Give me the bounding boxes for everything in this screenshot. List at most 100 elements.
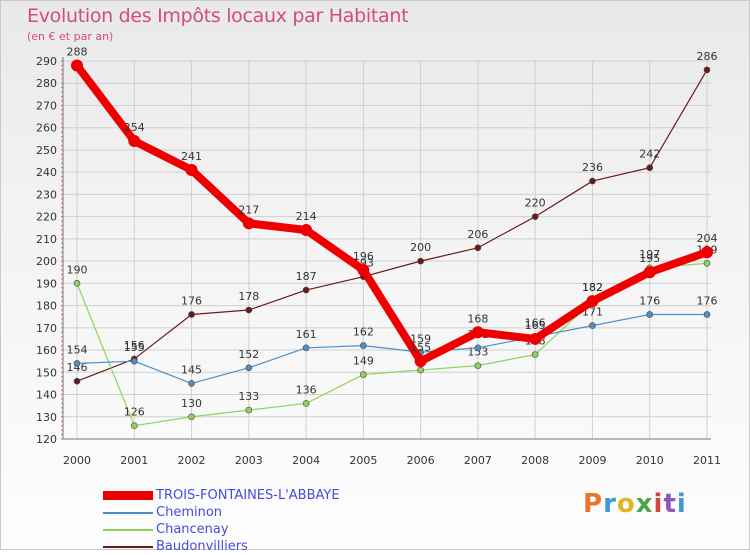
- data-point: [130, 357, 138, 365]
- data-point: [531, 351, 539, 358]
- data-point: [414, 355, 427, 368]
- x-tick-label: 2007: [464, 454, 492, 467]
- data-label: 254: [124, 121, 145, 134]
- y-tick-label: 180: [36, 300, 57, 313]
- data-label: 133: [238, 390, 259, 403]
- data-label: 182: [582, 281, 603, 294]
- data-point: [701, 246, 713, 259]
- data-point: [529, 332, 542, 345]
- legend-swatch: [103, 491, 153, 500]
- y-tick-label: 250: [36, 144, 57, 157]
- data-label: 190: [67, 263, 88, 276]
- proxiti-logo: Proxiti: [583, 489, 687, 519]
- data-label: 196: [353, 250, 374, 263]
- data-point: [646, 164, 654, 172]
- series-line: [76, 313, 708, 385]
- data-point: [357, 264, 370, 277]
- data-point: [360, 342, 367, 349]
- legend-swatch: [103, 512, 153, 514]
- legend-swatch: [103, 546, 153, 548]
- legend-label: Cheminon: [156, 505, 223, 520]
- data-label: 182: [582, 281, 603, 294]
- y-tick-label: 230: [36, 188, 57, 201]
- data-point: [646, 311, 654, 318]
- data-label: 214: [296, 210, 317, 223]
- y-tick-label: 120: [36, 433, 57, 446]
- data-point: [302, 286, 310, 294]
- data-point: [417, 257, 424, 265]
- data-point: [474, 362, 482, 369]
- x-tick-label: 2003: [235, 454, 263, 467]
- data-label: 286: [697, 50, 718, 63]
- data-point: [242, 217, 255, 230]
- data-label: 155: [410, 341, 431, 354]
- data-label: 165: [525, 319, 546, 332]
- data-label: 162: [353, 326, 374, 339]
- chart-title: Evolution des Impôts locaux par Habitant: [27, 5, 409, 27]
- data-label: 195: [639, 252, 660, 265]
- y-tick-label: 170: [36, 322, 57, 335]
- data-label: 200: [410, 241, 431, 254]
- data-label: 178: [238, 290, 259, 303]
- data-point: [128, 135, 141, 148]
- x-tick-label: 2006: [407, 454, 435, 467]
- data-label: 217: [238, 203, 259, 216]
- data-point: [71, 59, 83, 72]
- data-point: [188, 413, 195, 421]
- data-point: [643, 266, 656, 279]
- logo-letter: r: [603, 489, 617, 519]
- data-label: 176: [697, 294, 718, 307]
- y-tick-label: 210: [36, 233, 57, 246]
- data-label: 197: [639, 248, 660, 261]
- y-tick-label: 240: [36, 166, 57, 179]
- data-label: 176: [639, 294, 660, 307]
- x-tick-label: 2004: [292, 454, 320, 467]
- data-point: [245, 406, 253, 414]
- y-tick-label: 280: [36, 77, 57, 90]
- data-point: [586, 295, 599, 308]
- data-point: [302, 400, 310, 407]
- data-label: 187: [296, 270, 317, 283]
- data-point: [417, 366, 424, 374]
- data-point: [188, 311, 195, 318]
- data-label: 176: [181, 294, 202, 307]
- data-label: 220: [525, 197, 546, 210]
- data-point: [703, 311, 711, 318]
- legend-swatch: [103, 529, 153, 531]
- legend-label: TROIS-FONTAINES-L'ABBAYE: [156, 488, 340, 503]
- data-label: 149: [353, 355, 374, 368]
- data-label: 166: [525, 317, 546, 330]
- y-tick-label: 130: [36, 411, 57, 424]
- x-tick-label: 2011: [693, 454, 721, 467]
- data-label: 130: [181, 397, 202, 410]
- x-tick-label: 2002: [178, 454, 206, 467]
- data-point: [474, 344, 482, 352]
- data-point: [73, 377, 81, 385]
- series-line: [76, 69, 708, 382]
- data-point: [589, 322, 596, 329]
- y-tick-label: 160: [36, 344, 57, 357]
- data-point: [245, 306, 253, 314]
- x-tick-label: 2001: [120, 454, 148, 467]
- x-tick-label: 2008: [521, 454, 549, 467]
- data-point: [130, 422, 138, 429]
- y-tick-label: 260: [36, 122, 57, 135]
- x-tick-label: 2000: [63, 454, 91, 467]
- logo-letter: i: [676, 489, 687, 519]
- x-tick-label: 2009: [578, 454, 606, 467]
- data-label: 155: [124, 341, 145, 354]
- y-tick-label: 290: [36, 55, 57, 68]
- logo-letter: i: [653, 489, 664, 519]
- data-point: [245, 364, 253, 372]
- data-label: 154: [67, 343, 88, 356]
- data-label: 168: [467, 312, 488, 325]
- data-label: 241: [181, 150, 202, 163]
- data-point: [73, 360, 81, 367]
- y-tick-label: 190: [36, 277, 57, 290]
- data-label: 146: [67, 361, 88, 374]
- y-tick-label: 140: [36, 389, 57, 402]
- data-point: [360, 371, 367, 378]
- data-label: 288: [67, 45, 88, 58]
